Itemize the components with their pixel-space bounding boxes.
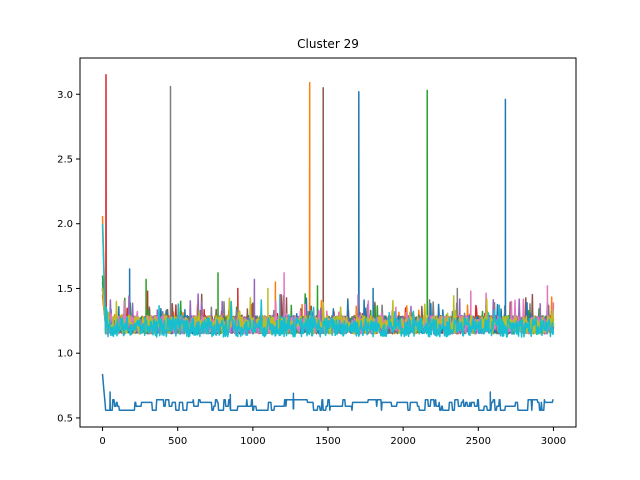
series-layer bbox=[101, 74, 555, 411]
x-tick-label: 2500 bbox=[466, 436, 491, 447]
y-tick-label: 1.5 bbox=[57, 284, 73, 295]
y-tick-label: 1.0 bbox=[57, 349, 73, 360]
x-tick-label: 1000 bbox=[240, 436, 265, 447]
chart-title: Cluster 29 bbox=[297, 37, 359, 51]
y-tick-label: 2.0 bbox=[57, 219, 73, 230]
y-tick-label: 2.5 bbox=[57, 154, 73, 165]
y-tick-label: 0.5 bbox=[57, 413, 73, 424]
x-tick-label: 0 bbox=[99, 436, 105, 447]
x-tick-label: 3000 bbox=[541, 436, 566, 447]
series-line-10 bbox=[101, 373, 554, 411]
y-axis: 0.5 1.0 1.5 2.0 2.5 3.0 bbox=[57, 90, 80, 424]
x-tick-label: 500 bbox=[168, 436, 187, 447]
x-tick-label: 2000 bbox=[390, 436, 415, 447]
y-tick-label: 3.0 bbox=[57, 90, 73, 101]
series-line-9 bbox=[101, 223, 555, 338]
x-tick-label: 1500 bbox=[315, 436, 340, 447]
x-axis: 0 500 1000 1500 2000 2500 3000 bbox=[99, 427, 566, 447]
